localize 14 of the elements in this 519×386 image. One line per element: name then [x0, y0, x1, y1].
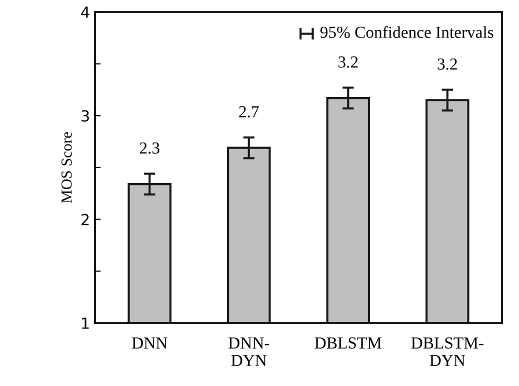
data-label: 3.2	[338, 56, 358, 68]
data-label: 2.3	[140, 142, 160, 154]
x-tick-label: DNN	[132, 338, 168, 348]
y-tick-label: 2	[82, 214, 89, 226]
x-tick-label: DBLSTM	[314, 337, 382, 349]
data-label: 2.7	[239, 106, 259, 118]
annotation: 95% Confidence Intervals	[320, 26, 494, 38]
x-tick-label: DBLSTM- DYN	[411, 337, 484, 366]
y-tick-label: 4	[81, 6, 90, 18]
data-label: 3.2	[438, 58, 457, 70]
y-axis-title: MOS Score	[61, 132, 72, 203]
x-tick-label: DNN- DYN	[228, 338, 270, 366]
y-tick-label: 1	[82, 318, 89, 329]
y-tick-label: 3	[82, 110, 89, 122]
